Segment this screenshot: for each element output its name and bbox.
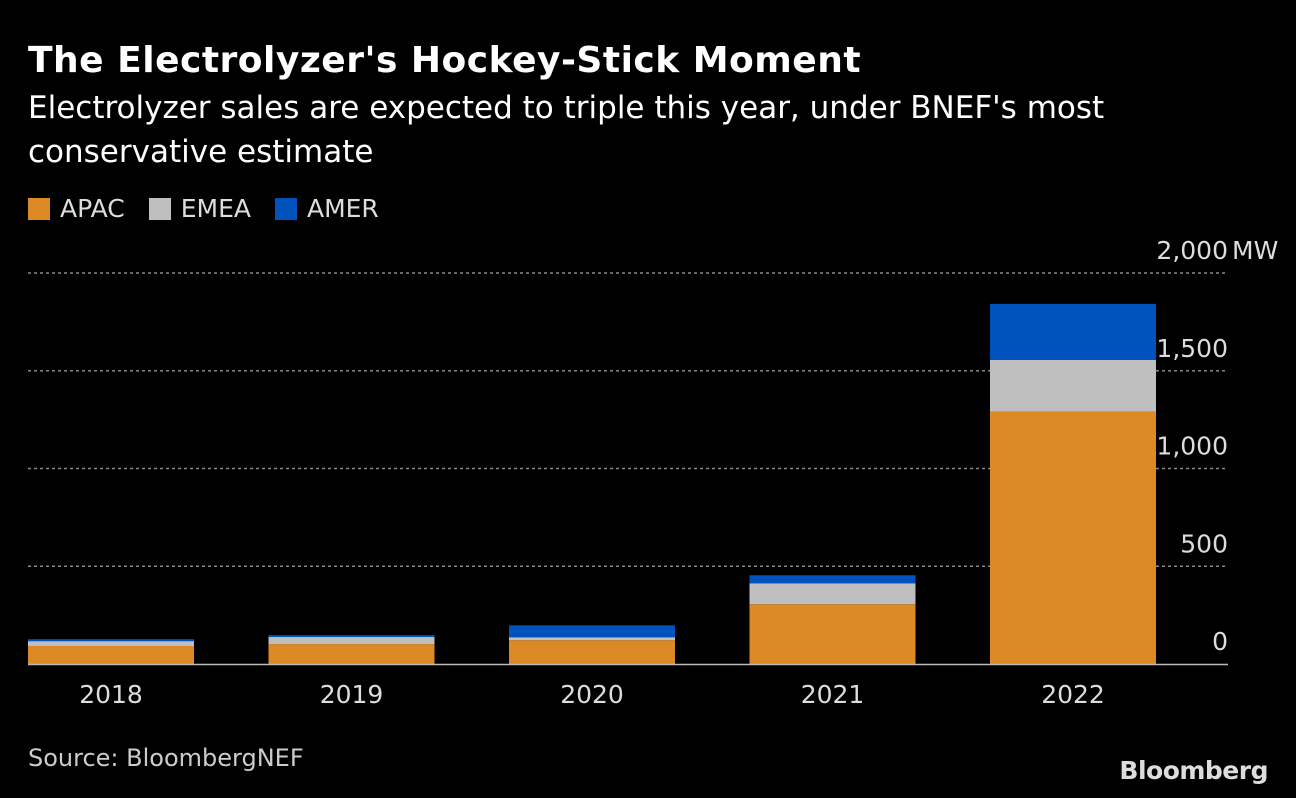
x-tick-label: 2020 xyxy=(560,680,624,709)
bar-apac-2018 xyxy=(28,646,194,664)
legend: APAC EMEA AMER xyxy=(28,194,379,223)
y-tick-label: 1,500 xyxy=(1156,334,1228,363)
y-unit-label: MW xyxy=(1232,236,1278,265)
bar-apac-2019 xyxy=(268,644,435,664)
bar-apac-2021 xyxy=(749,604,916,664)
y-tick-label: 0 xyxy=(1212,627,1228,656)
bloomberg-logo: Bloomberg xyxy=(1119,756,1268,785)
bar-amer-2018 xyxy=(28,639,194,642)
legend-swatch xyxy=(148,197,171,220)
chart-title: The Electrolyzer's Hockey-Stick Moment xyxy=(28,40,862,81)
bar-apac-2020 xyxy=(509,640,675,664)
bar-emea-2022 xyxy=(990,359,1156,412)
source-note: Source: BloombergNEF xyxy=(28,744,304,772)
bar-apac-2022 xyxy=(990,411,1156,664)
y-tick-label: 1,000 xyxy=(1156,432,1228,461)
bar-amer-2021 xyxy=(749,575,916,584)
legend-item-apac: APAC xyxy=(28,194,125,223)
x-tick-label: 2018 xyxy=(79,680,143,709)
legend-swatch xyxy=(28,197,50,220)
bar-emea-2021 xyxy=(749,583,916,605)
y-tick-label: 2,000 xyxy=(1156,236,1228,265)
bar-emea-2020 xyxy=(509,637,675,641)
x-tick-label: 2021 xyxy=(801,680,865,709)
legend-swatch xyxy=(274,197,297,220)
y-tick-label: 500 xyxy=(1180,529,1228,558)
bar-amer-2020 xyxy=(509,625,675,638)
x-tick-label: 2019 xyxy=(320,680,384,709)
legend-item-emea: EMEA xyxy=(148,194,251,223)
legend-label: APAC xyxy=(60,194,125,223)
legend-label: AMER xyxy=(306,194,379,223)
bar-amer-2019 xyxy=(268,635,435,638)
x-tick-label: 2022 xyxy=(1041,680,1105,709)
chart-subtitle: Electrolyzer sales are expected to tripl… xyxy=(28,90,1105,170)
legend-item-amer: AMER xyxy=(274,194,379,223)
bar-emea-2019 xyxy=(268,637,435,645)
bar-amer-2022 xyxy=(990,303,1156,360)
bar-emea-2018 xyxy=(28,641,194,647)
legend-label: EMEA xyxy=(180,194,251,223)
